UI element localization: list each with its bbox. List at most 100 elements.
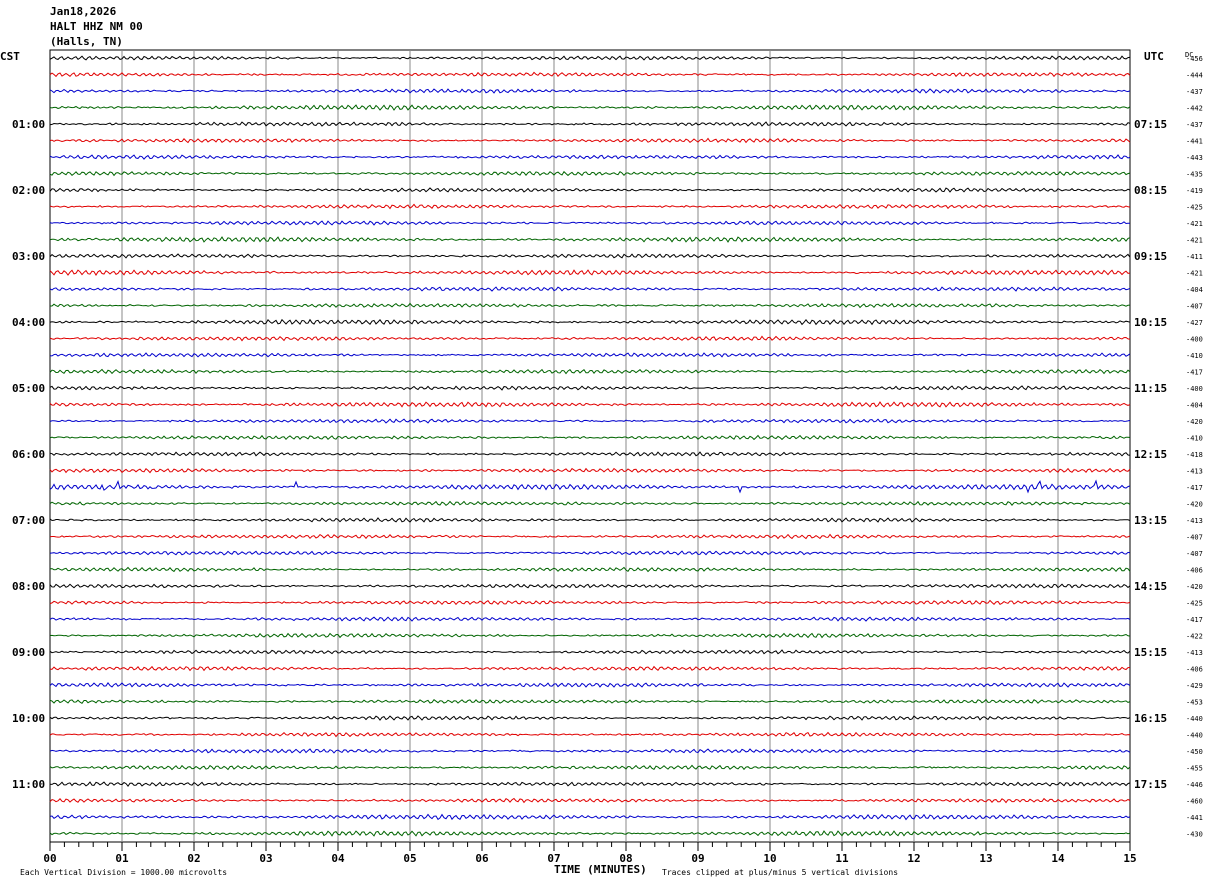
trace-15 xyxy=(50,302,1131,309)
trace-33 xyxy=(49,599,1131,606)
dc-offset-6: -443 xyxy=(1186,154,1203,162)
dc-offset-39: -453 xyxy=(1186,699,1203,707)
x-tick-label: 02 xyxy=(187,852,200,865)
right-hour-label: 14:15 xyxy=(1134,580,1167,593)
dc-offset-41: -440 xyxy=(1186,732,1203,740)
dc-offset-2: -437 xyxy=(1186,88,1203,96)
x-tick-label: 14 xyxy=(1051,852,1065,865)
left-hour-label: 05:00 xyxy=(12,382,45,395)
dc-offset-25: -413 xyxy=(1186,468,1203,476)
x-tick-label: 08 xyxy=(619,852,632,865)
trace-39 xyxy=(49,698,1131,704)
x-axis-title: TIME (MINUTES) xyxy=(554,863,647,876)
x-tick-label: 13 xyxy=(979,852,992,865)
x-tick-label: 15 xyxy=(1123,852,1136,865)
dc-offset-8: -419 xyxy=(1186,187,1203,195)
x-tick-label: 10 xyxy=(763,852,776,865)
trace-8 xyxy=(49,187,1131,193)
dc-offset-34: -417 xyxy=(1186,616,1203,624)
right-hour-label: 15:15 xyxy=(1134,646,1167,659)
date-label: Jan18,2026 xyxy=(50,5,117,18)
trace-26 xyxy=(49,479,1131,494)
right-hour-label: 17:15 xyxy=(1134,778,1167,791)
trace-10 xyxy=(49,220,1130,226)
dc-offset-27: -420 xyxy=(1186,501,1203,509)
seismic-traces xyxy=(49,55,1131,837)
dc-offset-13: -421 xyxy=(1186,270,1203,278)
trace-16 xyxy=(49,318,1131,326)
dc-offset-0: -456 xyxy=(1186,55,1203,63)
trace-3 xyxy=(49,104,1131,111)
x-tick-label: 09 xyxy=(691,852,704,865)
dc-offset-45: -460 xyxy=(1186,798,1203,806)
left-hour-label: 04:00 xyxy=(12,316,45,329)
dc-offset-9: -425 xyxy=(1186,204,1203,212)
left-hour-label: 03:00 xyxy=(12,250,45,263)
left-hour-label: 07:00 xyxy=(12,514,45,527)
dc-offset-12: -411 xyxy=(1186,253,1203,261)
trace-45 xyxy=(49,797,1131,804)
dc-offset-24: -418 xyxy=(1186,451,1203,459)
clip-note: Traces clipped at plus/minus 5 vertical … xyxy=(662,868,898,877)
trace-46 xyxy=(49,813,1131,821)
dc-offset-38: -429 xyxy=(1186,682,1203,690)
x-axis-ticks: 00 01 02 03 04 05 06 07 08 09 10 11 12 13 14 15 xyxy=(43,842,1137,865)
right-hour-label: 16:15 xyxy=(1134,712,1167,725)
dc-offset-17: -400 xyxy=(1186,336,1203,344)
trace-41 xyxy=(49,731,1131,738)
x-tick-label: 12 xyxy=(907,852,920,865)
dc-offset-31: -406 xyxy=(1186,567,1203,575)
dc-offset-40: -440 xyxy=(1186,715,1203,723)
x-tick-label: 01 xyxy=(115,852,129,865)
dc-offset-14: -404 xyxy=(1186,286,1203,294)
trace-27 xyxy=(49,500,1131,506)
trace-44 xyxy=(49,781,1131,787)
trace-12 xyxy=(49,253,1131,259)
dc-offset-26: -417 xyxy=(1186,484,1203,492)
trace-11 xyxy=(49,236,1131,243)
dc-offset-23: -410 xyxy=(1186,435,1203,443)
trace-30 xyxy=(49,550,1131,556)
x-tick-label: 11 xyxy=(835,852,849,865)
trace-40 xyxy=(49,715,1131,721)
left-hour-label: 09:00 xyxy=(12,646,45,659)
left-hour-label: 08:00 xyxy=(12,580,45,593)
left-hour-label: 10:00 xyxy=(12,712,45,725)
right-hour-label: 11:15 xyxy=(1134,382,1167,395)
trace-22 xyxy=(49,418,1131,424)
trace-32 xyxy=(49,583,1131,589)
trace-47 xyxy=(49,830,1131,837)
dc-offset-4: -437 xyxy=(1186,121,1203,129)
trace-42 xyxy=(49,748,1131,754)
dc-offset-11: -421 xyxy=(1186,237,1203,245)
dc-offset-1: -444 xyxy=(1186,72,1203,80)
cst-label: CST xyxy=(0,50,20,63)
dc-offset-44: -446 xyxy=(1186,781,1203,789)
trace-2 xyxy=(49,88,1131,94)
trace-14 xyxy=(49,286,1131,292)
scale-note: Each Vertical Division = 1000.00 microvo… xyxy=(20,868,227,877)
trace-19 xyxy=(49,368,1131,375)
left-hour-label: 02:00 xyxy=(12,184,45,197)
trace-36 xyxy=(49,649,1131,655)
grid-lines xyxy=(121,50,1059,842)
trace-20 xyxy=(49,385,1131,391)
x-tick-label: 04 xyxy=(331,852,345,865)
dc-offset-3: -442 xyxy=(1186,105,1203,113)
trace-24 xyxy=(49,451,1131,457)
right-hour-label: 12:15 xyxy=(1134,448,1167,461)
trace-18 xyxy=(49,352,1131,358)
location-label: (Halls, TN) xyxy=(50,35,123,48)
dc-offset-15: -407 xyxy=(1186,303,1203,311)
dc-offset-30: -407 xyxy=(1186,550,1203,558)
trace-37 xyxy=(49,665,1131,672)
right-hour-label: 10:15 xyxy=(1134,316,1167,329)
right-hour-label: 13:15 xyxy=(1134,514,1167,527)
dc-header-label: DC xyxy=(1185,51,1193,59)
right-hour-label: 07:15 xyxy=(1134,118,1167,131)
left-hour-label: 01:00 xyxy=(12,118,45,131)
x-tick-label: 07 xyxy=(547,852,560,865)
trace-4 xyxy=(49,121,1131,127)
right-hour-label: 08:15 xyxy=(1134,184,1167,197)
dc-offset-33: -425 xyxy=(1186,600,1203,608)
